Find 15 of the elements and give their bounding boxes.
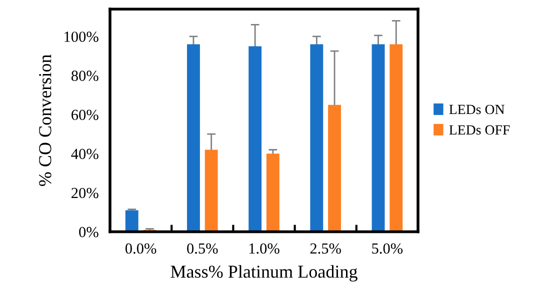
legend-label: LEDs OFF (449, 125, 510, 135)
y-tick-label: 20% (72, 188, 98, 198)
x-tick-label: 5.0% (372, 243, 403, 254)
legend-label: LEDs ON (449, 104, 504, 114)
y-tick-label: 80% (71, 70, 98, 82)
x-axis-title: Mass% Platinum Loading (170, 265, 358, 282)
y-tick-label: 60% (72, 110, 98, 120)
y-tick-label: 40% (71, 148, 98, 160)
y-tick-label: 100% (64, 32, 98, 42)
x-tick-label: 0.5% (187, 243, 218, 254)
x-tick-label: 1.0% (249, 243, 280, 254)
y-axis-title: % CO Conversion (39, 54, 52, 186)
x-tick-label: 2.5% (310, 243, 341, 254)
x-tick-label: 0.0% (125, 243, 156, 254)
y-tick-label: 0% (79, 226, 98, 238)
